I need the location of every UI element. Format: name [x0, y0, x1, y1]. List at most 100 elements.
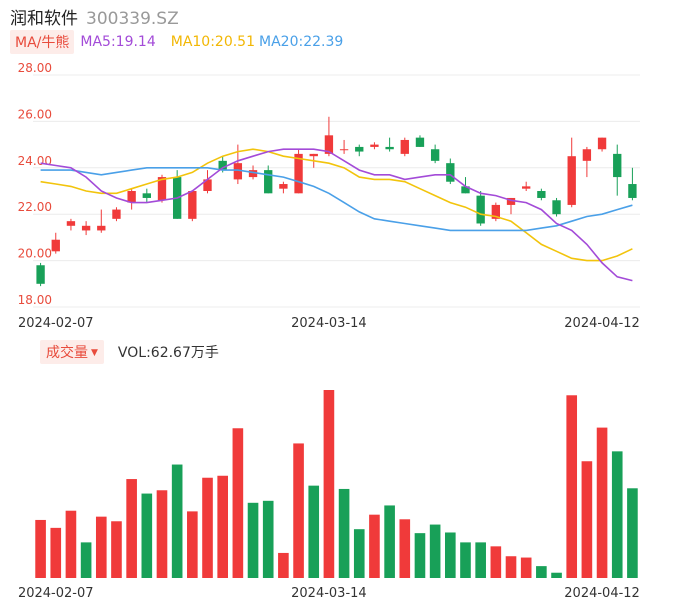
volume-bar — [323, 390, 335, 578]
volume-bar — [596, 427, 608, 578]
ma5-legend: MA5:19.14 — [80, 34, 156, 50]
volume-bar — [95, 516, 107, 578]
volume-bar — [80, 542, 92, 578]
price-tick-label: 24.00 — [18, 154, 52, 168]
candle-body — [142, 193, 151, 198]
volume-bar — [247, 502, 259, 578]
volume-bar — [111, 521, 122, 578]
volume-bar — [187, 511, 198, 578]
ma-type-selector[interactable]: MA/牛熊 — [10, 30, 75, 54]
volume-bar — [536, 566, 547, 578]
candle-body — [522, 186, 531, 189]
volume-bar — [369, 514, 380, 578]
volume-bar — [171, 464, 183, 578]
volume-indicator-label: 成交量 — [46, 345, 88, 361]
candle-body — [582, 149, 592, 161]
volume-bar — [445, 532, 456, 578]
volume-bar — [490, 546, 502, 578]
candle-body — [218, 160, 227, 171]
candle-body — [294, 153, 303, 194]
volume-bar — [232, 428, 244, 578]
candle-body — [552, 200, 561, 215]
price-tick-label: 20.00 — [18, 247, 52, 261]
ma20-legend: MA20:22.39 — [259, 34, 344, 50]
volume-bar — [35, 519, 46, 578]
candle-body — [446, 163, 455, 182]
candle-body — [491, 204, 501, 219]
volume-date-label: 2024-03-14 — [291, 586, 367, 601]
candle-body — [264, 170, 273, 194]
ma20-line — [40, 167, 633, 232]
volume-bar — [627, 488, 638, 578]
candle-body — [127, 191, 136, 203]
candle-body — [476, 195, 485, 224]
volume-bar — [308, 485, 320, 578]
volume-bar — [217, 475, 228, 578]
volume-bar — [414, 533, 426, 578]
price-tick-label: 26.00 — [18, 107, 52, 121]
candle-body — [309, 153, 318, 157]
candle-body — [385, 146, 394, 150]
stock-code: 300339.SZ — [86, 9, 179, 29]
ma10-line — [40, 148, 633, 262]
volume-bar — [353, 529, 365, 578]
candle-body — [400, 139, 409, 154]
stock-header: 润和软件 300339.SZ — [10, 4, 179, 29]
volume-bar — [429, 524, 441, 578]
candle-body — [188, 191, 197, 219]
candle-body — [597, 137, 607, 150]
price-date-label: 2024-02-07 — [18, 316, 94, 331]
candle-body — [461, 186, 470, 194]
volume-bar — [262, 500, 274, 578]
stock-name: 润和软件 — [10, 9, 78, 29]
candle-body — [36, 265, 45, 284]
price-date-label: 2024-03-14 — [291, 316, 367, 331]
price-tick-label: 18.00 — [18, 293, 52, 307]
volume-bar — [50, 527, 62, 578]
volume-bar — [505, 556, 517, 578]
volume-bar — [65, 510, 77, 578]
candle-body — [370, 144, 379, 147]
volume-bar — [399, 519, 411, 578]
candle-body — [81, 225, 91, 231]
volume-bar — [293, 443, 304, 578]
candle-body — [203, 179, 212, 191]
candle-body — [233, 163, 243, 180]
candle-body — [506, 197, 516, 205]
volume-bar — [520, 557, 532, 578]
candle-body — [324, 135, 334, 154]
candle-body — [112, 209, 121, 219]
candle-body — [537, 191, 546, 198]
candle-body — [279, 184, 288, 189]
price-tick-label: 22.00 — [18, 200, 52, 214]
volume-bar — [384, 505, 395, 578]
volume-legend: 成交量 ▼ VOL:62.67万手 — [40, 340, 219, 364]
volume-bar — [338, 488, 350, 578]
candle-body — [355, 146, 364, 152]
candle-body — [66, 221, 76, 226]
volume-bar — [581, 461, 593, 578]
volume-bar — [566, 395, 578, 578]
candle-body — [628, 184, 637, 198]
ma-legend: MA/牛熊 MA5:19.14 MA10:20.51 MA20:22.39 — [10, 30, 343, 54]
candle-body — [248, 170, 258, 178]
volume-value: VOL:62.67万手 — [117, 345, 219, 361]
volume-indicator-selector[interactable]: 成交量 ▼ — [40, 340, 104, 364]
candle-body — [97, 225, 106, 231]
volume-bar — [126, 479, 137, 578]
volume-bar — [156, 490, 168, 578]
volume-date-label: 2024-04-12 — [564, 586, 640, 601]
caret-down-icon: ▼ — [91, 348, 98, 358]
ma5-line — [40, 148, 633, 282]
candle-body — [613, 153, 622, 178]
volume-bar — [475, 542, 486, 578]
price-tick-label: 28.00 — [18, 61, 52, 75]
volume-bar — [611, 451, 623, 578]
candle-body — [339, 149, 349, 151]
volume-bar — [141, 493, 153, 578]
candle-body — [415, 137, 425, 147]
volume-bar — [278, 552, 289, 578]
volume-bar — [551, 572, 562, 578]
volume-bar — [202, 477, 213, 578]
